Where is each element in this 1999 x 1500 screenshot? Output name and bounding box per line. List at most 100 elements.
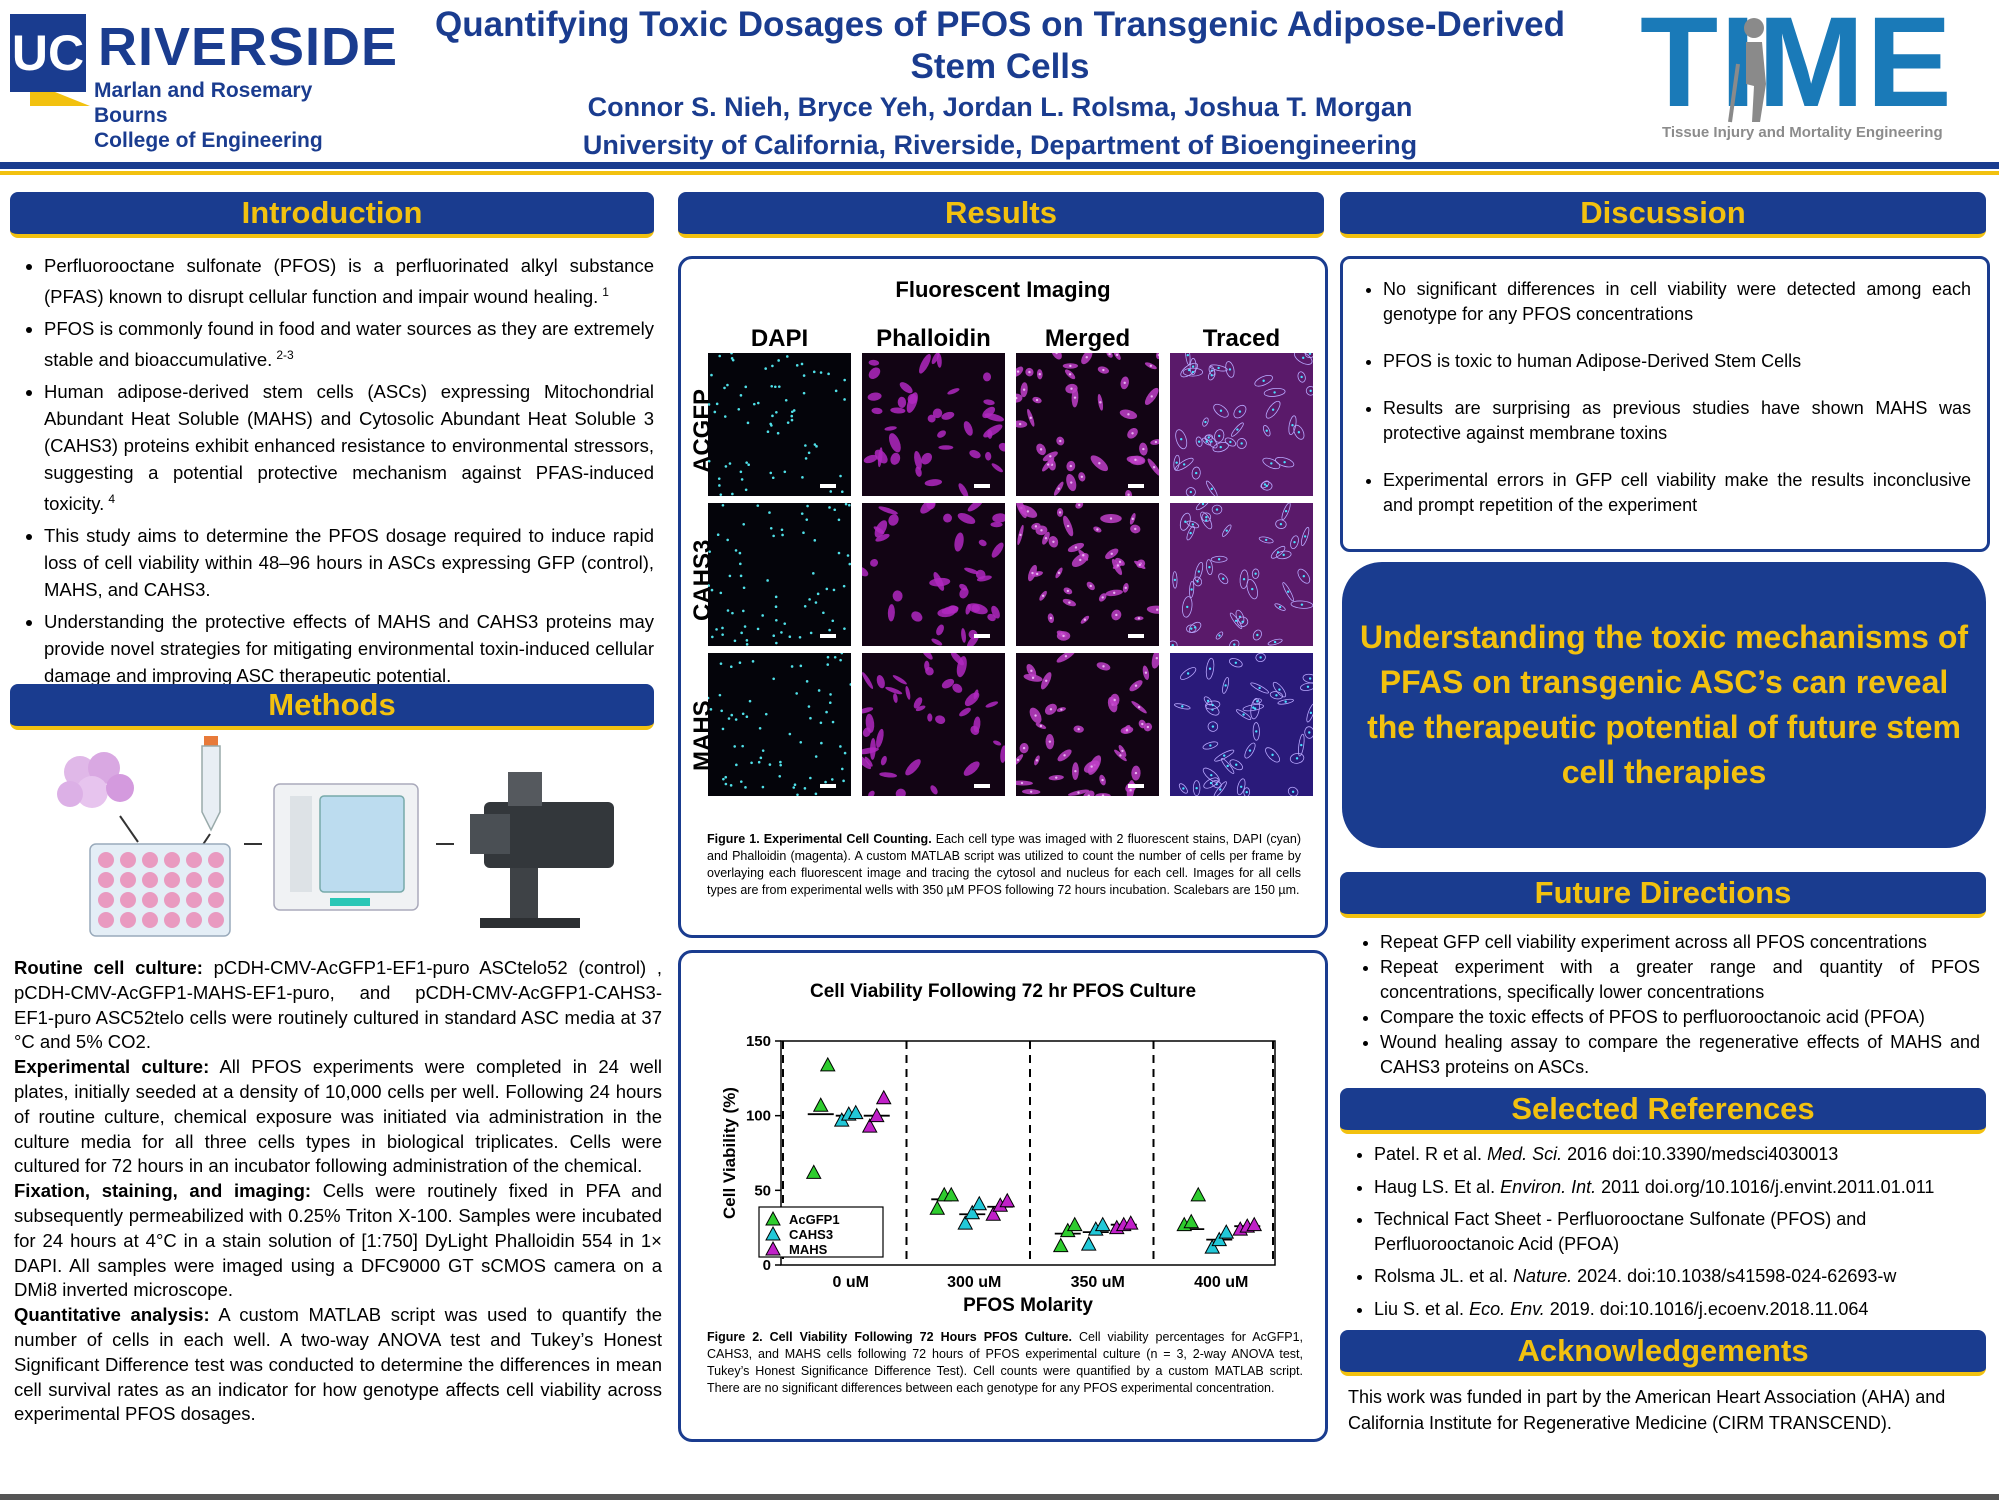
citation-ref: 2-3: [276, 348, 294, 363]
reference-journal: Eco. Env.: [1469, 1298, 1545, 1319]
header-rule-blue: [0, 162, 1999, 169]
methods-paragraph-label: Experimental culture:: [14, 1056, 210, 1078]
methods-section: Routine cell culture: pCDH-CMV-AcGFP1-EF…: [14, 956, 662, 1427]
bullet-text: This study aims to determine the PFOS do…: [44, 525, 654, 601]
plot-frame: [780, 1040, 1276, 1266]
reference-authors: Rolsma JL. et al.: [1374, 1266, 1514, 1287]
time-lab-logo: TIME Tissue Injury and Mortality Enginee…: [1640, 0, 1990, 148]
conical-tube-icon: [201, 736, 221, 832]
figure-2-panel: Cell Viability Following 72 hr PFOS Cult…: [678, 950, 1328, 1442]
y-tick-label: 100: [746, 1108, 771, 1125]
methods-paragraph: Routine cell culture: pCDH-CMV-AcGFP1-EF…: [14, 956, 662, 1055]
methods-paragraph: Experimental culture: All PFOS experimen…: [14, 1055, 662, 1179]
figure-2-label: Figure 2. Cell Viability Following 72 Ho…: [707, 1330, 1072, 1344]
poster-title-line-2: Stem Cells: [910, 47, 1090, 86]
micrograph-phalloidin-mahs: [862, 653, 1005, 796]
column-header-dapi: DAPI: [750, 325, 809, 352]
methods-paragraph-label: Quantitative analysis:: [14, 1304, 210, 1326]
introduction-bullet: Understanding the protective effects of …: [44, 608, 654, 689]
reference-authors: Liu S. et al.: [1374, 1298, 1470, 1319]
micrograph-traced-acgfp: [1170, 353, 1313, 496]
scale-bar: [974, 784, 990, 788]
data-point-acgfp1: [805, 1164, 822, 1179]
methods-paragraph: Quantitative analysis: A custom MATLAB s…: [14, 1303, 662, 1427]
chart-title: Cell Viability Following 72 hr PFOS Cult…: [810, 981, 1196, 1002]
reference-journal: Environ. Int.: [1500, 1176, 1597, 1197]
figure-1-caption: Figure 1. Experimental Cell Counting. Ea…: [707, 831, 1301, 899]
data-point-mahs: [868, 1107, 885, 1123]
discussion-box: No significant differences in cell viabi…: [1340, 256, 1990, 552]
footer-rule: [0, 1494, 1999, 1500]
scale-bar: [1128, 634, 1144, 638]
future-directions-heading: Future Directions: [1340, 872, 1986, 918]
college-line-2: College of Engineering: [94, 129, 323, 152]
data-point-mahs: [861, 1118, 878, 1133]
column-header-traced: Traced: [1202, 325, 1281, 352]
data-point-cahs3: [1204, 1239, 1221, 1254]
bullet-text: Human adipose-derived stem cells (ASCs) …: [44, 381, 654, 515]
figure-2-caption: Figure 2. Cell Viability Following 72 Ho…: [707, 1329, 1303, 1397]
x-tick-label: 400 uM: [1194, 1274, 1248, 1291]
methods-paragraph-label: Routine cell culture:: [14, 957, 203, 978]
data-point-acgfp1: [1052, 1237, 1069, 1253]
methods-paragraph-text: Cells were routinely fixed in PFA and su…: [14, 1180, 663, 1301]
data-point-cahs3: [971, 1195, 988, 1211]
reference-authors: Haug LS. Et al.: [1374, 1176, 1501, 1197]
y-tick-label: 150: [746, 1033, 771, 1050]
reference-journal: Med. Sci.: [1487, 1144, 1563, 1164]
cell-viability-chart: Cell Viability Following 72 hr PFOS Cult…: [720, 981, 1276, 1316]
reference-doi: 2016 doi:10.3390/medsci4030013: [1562, 1144, 1839, 1164]
figure-1-label: Figure 1. Experimental Cell Counting.: [707, 832, 932, 846]
acknowledgements-heading: Acknowledgements: [1340, 1330, 1986, 1376]
scale-bar: [1128, 784, 1144, 788]
affiliation: University of California, Riverside, Dep…: [582, 130, 1418, 160]
citation-ref: 4: [108, 492, 115, 507]
methods-paragraph: Fixation, staining, and imaging: Cells w…: [14, 1179, 662, 1303]
incubator-icon: [273, 783, 419, 911]
data-point-cahs3: [1218, 1224, 1235, 1239]
reference-doi: 2024. doi:10.1038/s41598-024-62693-w: [1572, 1266, 1897, 1287]
authors: Connor S. Nieh, Bryce Yeh, Jordan L. Rol…: [587, 92, 1413, 122]
data-point-cahs3: [1080, 1236, 1097, 1251]
scale-bar: [974, 484, 990, 488]
reference-item: Liu S. et al. Eco. Env. 2019. doi:10.101…: [1374, 1297, 1984, 1322]
x-axis-label: PFOS Molarity: [963, 1295, 1093, 1316]
discussion-bullet: No significant differences in cell viabi…: [1383, 277, 1971, 327]
data-point-cahs3: [1094, 1216, 1111, 1232]
column-header-merged: Merged: [1044, 325, 1131, 352]
legend-marker-mahs: [765, 1240, 781, 1256]
micrograph-dapi-cahs3: [708, 503, 851, 646]
micrograph-traced-cahs3: [1170, 503, 1313, 646]
uc-riverside-logo: UC RIVERSIDE Marlan and Rosemary Bourns …: [10, 10, 397, 152]
data-point-acgfp1: [1190, 1186, 1207, 1202]
time-logo-text: TIME: [1640, 0, 1954, 134]
data-point-cahs3: [964, 1204, 981, 1220]
college-line-1: Marlan and Rosemary Bourns: [94, 79, 313, 127]
uc-logo-mark: UC: [10, 14, 86, 92]
discussion-bullet: PFOS is toxic to human Adipose-Derived S…: [1383, 349, 1971, 374]
citation-ref: 1: [602, 285, 609, 299]
data-point-mahs: [875, 1089, 892, 1105]
scale-bar: [820, 484, 836, 488]
legend-label-acgfp1: AcGFP1: [789, 1212, 840, 1227]
results-heading: Results: [678, 192, 1324, 238]
college-name: Marlan and Rosemary Bourns College of En…: [94, 78, 390, 153]
cell-cluster-icon: [57, 752, 134, 808]
y-tick-label: 50: [754, 1182, 771, 1199]
introduction-section: Perfluorooctane sulfonate (PFOS) is a pe…: [10, 252, 654, 694]
acknowledgements-text: This work was funded in part by the Amer…: [1348, 1387, 1946, 1433]
reference-authors: Patel. R et al.: [1374, 1144, 1488, 1164]
imaging-title: Fluorescent Imaging: [895, 277, 1111, 302]
x-tick-label: 350 uM: [1071, 1274, 1125, 1291]
future-direction-bullet: Compare the toxic effects of PFOS to per…: [1380, 1005, 1980, 1030]
scale-bar: [820, 784, 836, 788]
references-section: Patel. R et al. Med. Sci. 2016 doi:10.33…: [1340, 1142, 1984, 1330]
legend-label-cahs3: CAHS3: [789, 1227, 833, 1242]
introduction-list: Perfluorooctane sulfonate (PFOS) is a pe…: [10, 252, 654, 689]
header-rule-gold: [0, 171, 1999, 175]
reference-item: Rolsma JL. et al. Nature. 2024. doi:10.1…: [1374, 1264, 1984, 1289]
reference-item: Haug LS. Et al. Environ. Int. 2011 doi.o…: [1374, 1175, 1984, 1200]
micrograph-merged-cahs3: [1016, 503, 1159, 646]
introduction-bullet: Human adipose-derived stem cells (ASCs) …: [44, 378, 654, 517]
title-block: Quantifying Toxic Dosages of PFOS on Tra…: [400, 0, 1600, 164]
